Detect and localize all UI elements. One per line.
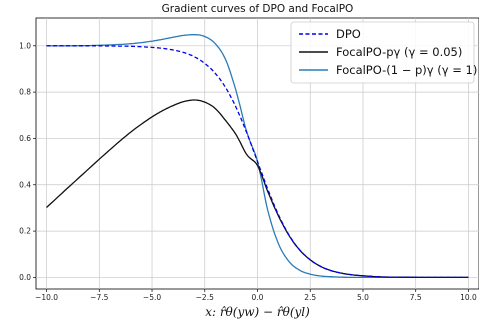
y-tick-label: 0.8	[19, 88, 31, 97]
legend-label-2: FocalPO-(1 − p)γ (γ = 1)	[336, 63, 477, 77]
y-tick-label: 1.0	[19, 41, 31, 50]
x-tick-label: 5.0	[357, 293, 369, 302]
grid-lines	[36, 18, 479, 289]
series-line-0	[46, 45, 469, 279]
y-tick-label: 0.2	[19, 227, 31, 236]
x-tick-label: 0.0	[252, 293, 264, 302]
legend-box	[290, 21, 475, 84]
x-tick-label: −5.0	[143, 293, 161, 302]
y-tick-label: 0.4	[19, 180, 31, 189]
y-tick-label: 0.6	[19, 134, 31, 143]
y-axis-ticks: 0.0 0.2 0.4 0.6 0.8 1.0	[19, 41, 36, 282]
x-axis-ticks: −10.0 −7.5 −5.0 −2.5 0.0 2.5 5.0 7.5 10.0	[35, 289, 477, 302]
legend-label-1: FocalPO-pγ (γ = 0.05)	[336, 45, 462, 59]
legend: DPO FocalPO-pγ (γ = 0.05) FocalPO-(1 − p)γ…	[290, 21, 477, 84]
chart-title: Gradient curves of DPO and FocalPO	[162, 3, 354, 15]
x-tick-label: −2.5	[196, 293, 214, 302]
x-tick-label: 7.5	[410, 293, 422, 302]
x-tick-label: 2.5	[304, 293, 316, 302]
x-tick-label: −7.5	[90, 293, 108, 302]
x-tick-label: −10.0	[35, 293, 58, 302]
legend-label-0: DPO	[336, 27, 361, 41]
series-layer	[46, 34, 469, 279]
x-axis-label: x: r̂θ(yw) − r̂θ(yl)	[205, 305, 310, 319]
y-tick-label: 0.0	[19, 273, 31, 282]
x-tick-label: 10.0	[460, 293, 477, 302]
